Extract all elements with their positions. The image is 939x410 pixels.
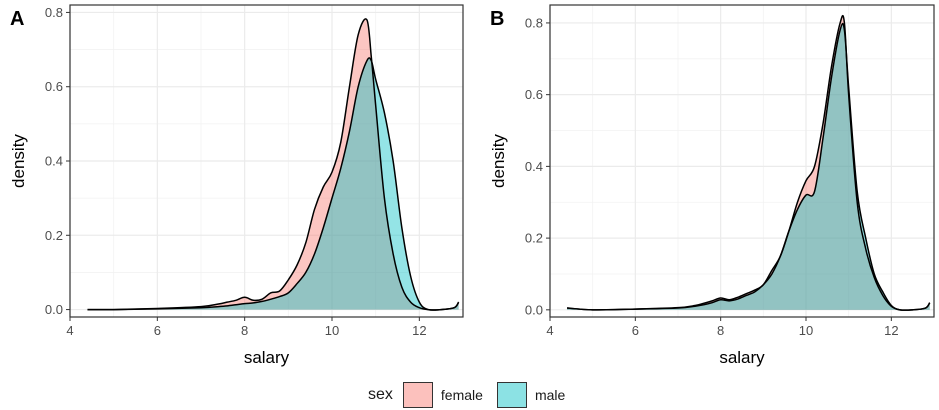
x-axis-title: salary bbox=[244, 348, 290, 367]
panel-b: 4 6 8 10 12 0.0 0.2 0.4 0.6 0.8 salary density B bbox=[489, 4, 935, 367]
panel-label: A bbox=[10, 8, 24, 30]
panel-a: 4 6 8 10 12 0.0 0.2 0.4 0.6 0.8 salary density A bbox=[9, 4, 464, 367]
legend-key-female bbox=[402, 382, 433, 408]
density-area-female bbox=[87, 18, 459, 310]
density-area-male bbox=[567, 23, 930, 311]
y-tick-label: 0.6 bbox=[45, 79, 63, 94]
y-axis-title: density bbox=[9, 134, 28, 188]
density-line-male bbox=[87, 57, 460, 311]
legend-label-male: male bbox=[534, 387, 566, 403]
plot-background bbox=[550, 5, 934, 317]
y-tick-label: 0.0 bbox=[525, 302, 543, 317]
density-line-female bbox=[87, 18, 460, 311]
panel-label: B bbox=[490, 8, 504, 30]
x-tick-label: 12 bbox=[884, 323, 898, 338]
x-tick-label: 10 bbox=[799, 323, 813, 338]
x-tick-label: 4 bbox=[546, 323, 553, 338]
x-tick-label: 8 bbox=[241, 323, 248, 338]
y-tick-label: 0.2 bbox=[45, 228, 63, 243]
density-figure: 4 6 8 10 12 0.0 0.2 0.4 0.6 0.8 salary density A 4 6 8 1… bbox=[9, 4, 935, 367]
y-tick-label: 0.8 bbox=[525, 15, 543, 30]
y-axis-title: density bbox=[489, 134, 508, 188]
y-tick-label: 0.2 bbox=[525, 231, 543, 246]
x-tick-label: 12 bbox=[412, 323, 426, 338]
x-axis-title: salary bbox=[719, 348, 765, 367]
y-tick-label: 0.4 bbox=[525, 159, 543, 174]
legend-key-male bbox=[496, 382, 527, 408]
y-tick-label: 0.4 bbox=[45, 154, 63, 169]
panel-border bbox=[549, 4, 935, 318]
x-tick-label: 6 bbox=[632, 323, 639, 338]
legend: sex female male bbox=[0, 380, 939, 410]
density-line-male bbox=[567, 22, 931, 311]
legend-label-female: female bbox=[440, 387, 483, 403]
y-tick-label: 0.6 bbox=[525, 87, 543, 102]
x-tick-label: 6 bbox=[154, 323, 161, 338]
density-area-male bbox=[87, 57, 459, 311]
density-area-female bbox=[567, 15, 930, 311]
legend-title: sex bbox=[368, 386, 393, 403]
y-tick-label: 0.0 bbox=[45, 302, 63, 317]
x-tick-label: 10 bbox=[325, 323, 339, 338]
x-tick-label: 4 bbox=[66, 323, 73, 338]
density-line-female bbox=[567, 15, 931, 311]
y-tick-label: 0.8 bbox=[45, 5, 63, 20]
x-tick-label: 8 bbox=[717, 323, 724, 338]
